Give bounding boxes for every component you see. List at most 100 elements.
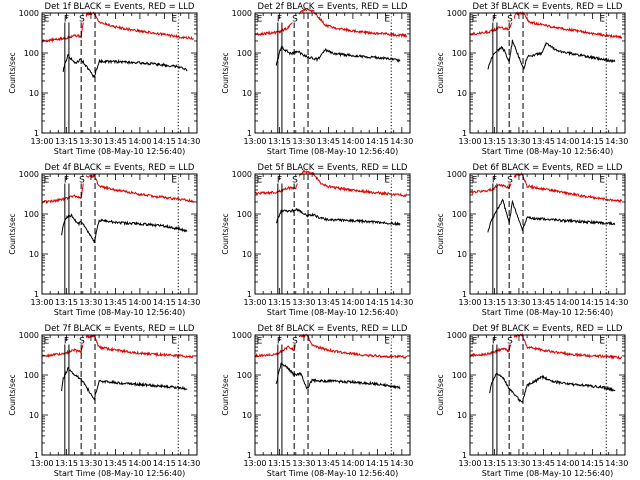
chart-panel-3: Det 3f BLACK = Events, RED = LLD F S E E 1 10 1…	[436, 2, 628, 156]
interval-label-e: E	[384, 337, 390, 347]
y-tick-label: 1000	[19, 170, 39, 179]
plot-frame	[469, 173, 626, 295]
x-tick-label: 13:30	[292, 298, 315, 307]
interval-label-s: S	[79, 176, 85, 186]
interval-label-f: F	[64, 15, 69, 25]
interval-label-bg	[598, 174, 607, 184]
y-axis-label: Counts/sec	[436, 52, 445, 93]
interval-label-e: E	[599, 176, 605, 186]
events-series-line	[61, 366, 188, 401]
interval-label-bg	[383, 13, 392, 23]
interval-label-e: E	[384, 15, 390, 25]
x-axis-label: Start Time (08-May-10 12:56:40)	[54, 147, 185, 156]
x-tick-label: 14:15	[153, 137, 176, 146]
interval-label-s: S	[79, 337, 85, 347]
interval-label-bg	[290, 174, 299, 184]
x-tick-label: 13:00	[458, 298, 481, 307]
interval-label-bg	[77, 335, 86, 345]
x-tick-label: 13:00	[243, 298, 266, 307]
y-tick-label: 1000	[447, 170, 467, 179]
chart-title: Det 5f BLACK = Events, RED = LLD	[258, 163, 408, 173]
x-tick-label: 13:45	[317, 459, 340, 468]
interval-label-e: E	[171, 337, 177, 347]
x-tick-label: 13:15	[268, 298, 291, 307]
interval-label-f: F	[492, 176, 497, 186]
y-tick-label: 1	[462, 290, 467, 299]
interval-label-f: F	[492, 15, 497, 25]
interval-label-e: E	[257, 15, 263, 25]
interval-label-bg	[505, 13, 514, 23]
chart-title: Det 6f BLACK = Events, RED = LLD	[473, 163, 623, 173]
chart-panel-6: Det 6f BLACK = Events, RED = LLD F S E E 1 10 1…	[436, 163, 628, 317]
y-axis-label: Counts/sec	[221, 374, 230, 415]
x-tick-label: 14:00	[128, 137, 151, 146]
y-tick-label: 10	[457, 250, 467, 259]
interval-label-e: E	[44, 176, 50, 186]
y-tick-label: 100	[237, 371, 252, 380]
chart-title: Det 4f BLACK = Events, RED = LLD	[45, 163, 195, 173]
x-tick-label: 14:30	[605, 459, 628, 468]
interval-label-bg	[170, 13, 179, 23]
interval-label-f: F	[277, 176, 282, 186]
events-series-line	[487, 198, 616, 233]
x-tick-label: 14:00	[556, 137, 579, 146]
y-tick-label: 10	[29, 89, 39, 98]
y-tick-label: 100	[237, 49, 252, 58]
y-axis-label: Counts/sec	[436, 213, 445, 254]
x-axis-label: Start Time (08-May-10 12:56:40)	[267, 308, 398, 317]
interval-label-bg	[77, 13, 86, 23]
events-series-line	[275, 362, 401, 390]
interval-label-e: E	[44, 15, 50, 25]
lld-series-line	[469, 171, 623, 204]
interval-label-e: E	[171, 15, 177, 25]
y-tick-label: 1000	[232, 331, 252, 340]
y-tick-label: 1	[34, 290, 39, 299]
interval-label-bg	[170, 335, 179, 345]
x-tick-label: 13:00	[30, 298, 53, 307]
x-tick-label: 13:45	[532, 459, 555, 468]
plot-frame	[254, 334, 411, 456]
x-tick-label: 13:15	[268, 459, 291, 468]
interval-label-bg	[471, 13, 478, 23]
interval-label-s: S	[292, 15, 298, 25]
x-tick-label: 14:30	[177, 459, 200, 468]
x-tick-label: 13:45	[532, 137, 555, 146]
interval-label-bg	[77, 174, 86, 184]
chart-title: Det 2f BLACK = Events, RED = LLD	[258, 2, 408, 12]
x-tick-label: 13:15	[55, 459, 78, 468]
x-tick-label: 13:30	[79, 298, 102, 307]
events-series-line	[61, 213, 188, 244]
interval-label-e: E	[171, 176, 177, 186]
interval-label-e: E	[472, 176, 478, 186]
lld-series-line	[469, 332, 623, 360]
y-tick-label: 10	[29, 411, 39, 420]
y-tick-label: 100	[24, 49, 39, 58]
plot-frame	[469, 334, 626, 456]
y-axis-label: Counts/sec	[221, 213, 230, 254]
chart-panel-4: Det 4f BLACK = Events, RED = LLD F S E E 1 10 1…	[8, 163, 200, 317]
x-tick-label: 13:30	[292, 459, 315, 468]
y-tick-label: 100	[24, 210, 39, 219]
x-tick-label: 14:15	[153, 298, 176, 307]
y-tick-label: 1000	[232, 170, 252, 179]
x-tick-label: 13:30	[79, 459, 102, 468]
x-tick-label: 14:30	[177, 137, 200, 146]
interval-label-e: E	[44, 337, 50, 347]
interval-label-bg	[290, 13, 299, 23]
y-axis-label: Counts/sec	[8, 374, 17, 415]
y-tick-label: 1	[247, 129, 252, 138]
x-tick-label: 13:45	[317, 137, 340, 146]
interval-label-f: F	[64, 337, 69, 347]
x-tick-label: 14:00	[341, 137, 364, 146]
interval-label-e: E	[472, 15, 478, 25]
interval-label-bg	[471, 335, 478, 345]
y-tick-label: 1000	[19, 9, 39, 18]
y-tick-label: 10	[242, 250, 252, 259]
x-tick-label: 14:15	[366, 459, 389, 468]
y-tick-label: 100	[237, 210, 252, 219]
y-tick-label: 100	[452, 371, 467, 380]
x-tick-label: 14:30	[390, 137, 413, 146]
events-series-line	[489, 372, 616, 403]
interval-label-bg	[598, 13, 607, 23]
x-tick-label: 14:00	[341, 298, 364, 307]
